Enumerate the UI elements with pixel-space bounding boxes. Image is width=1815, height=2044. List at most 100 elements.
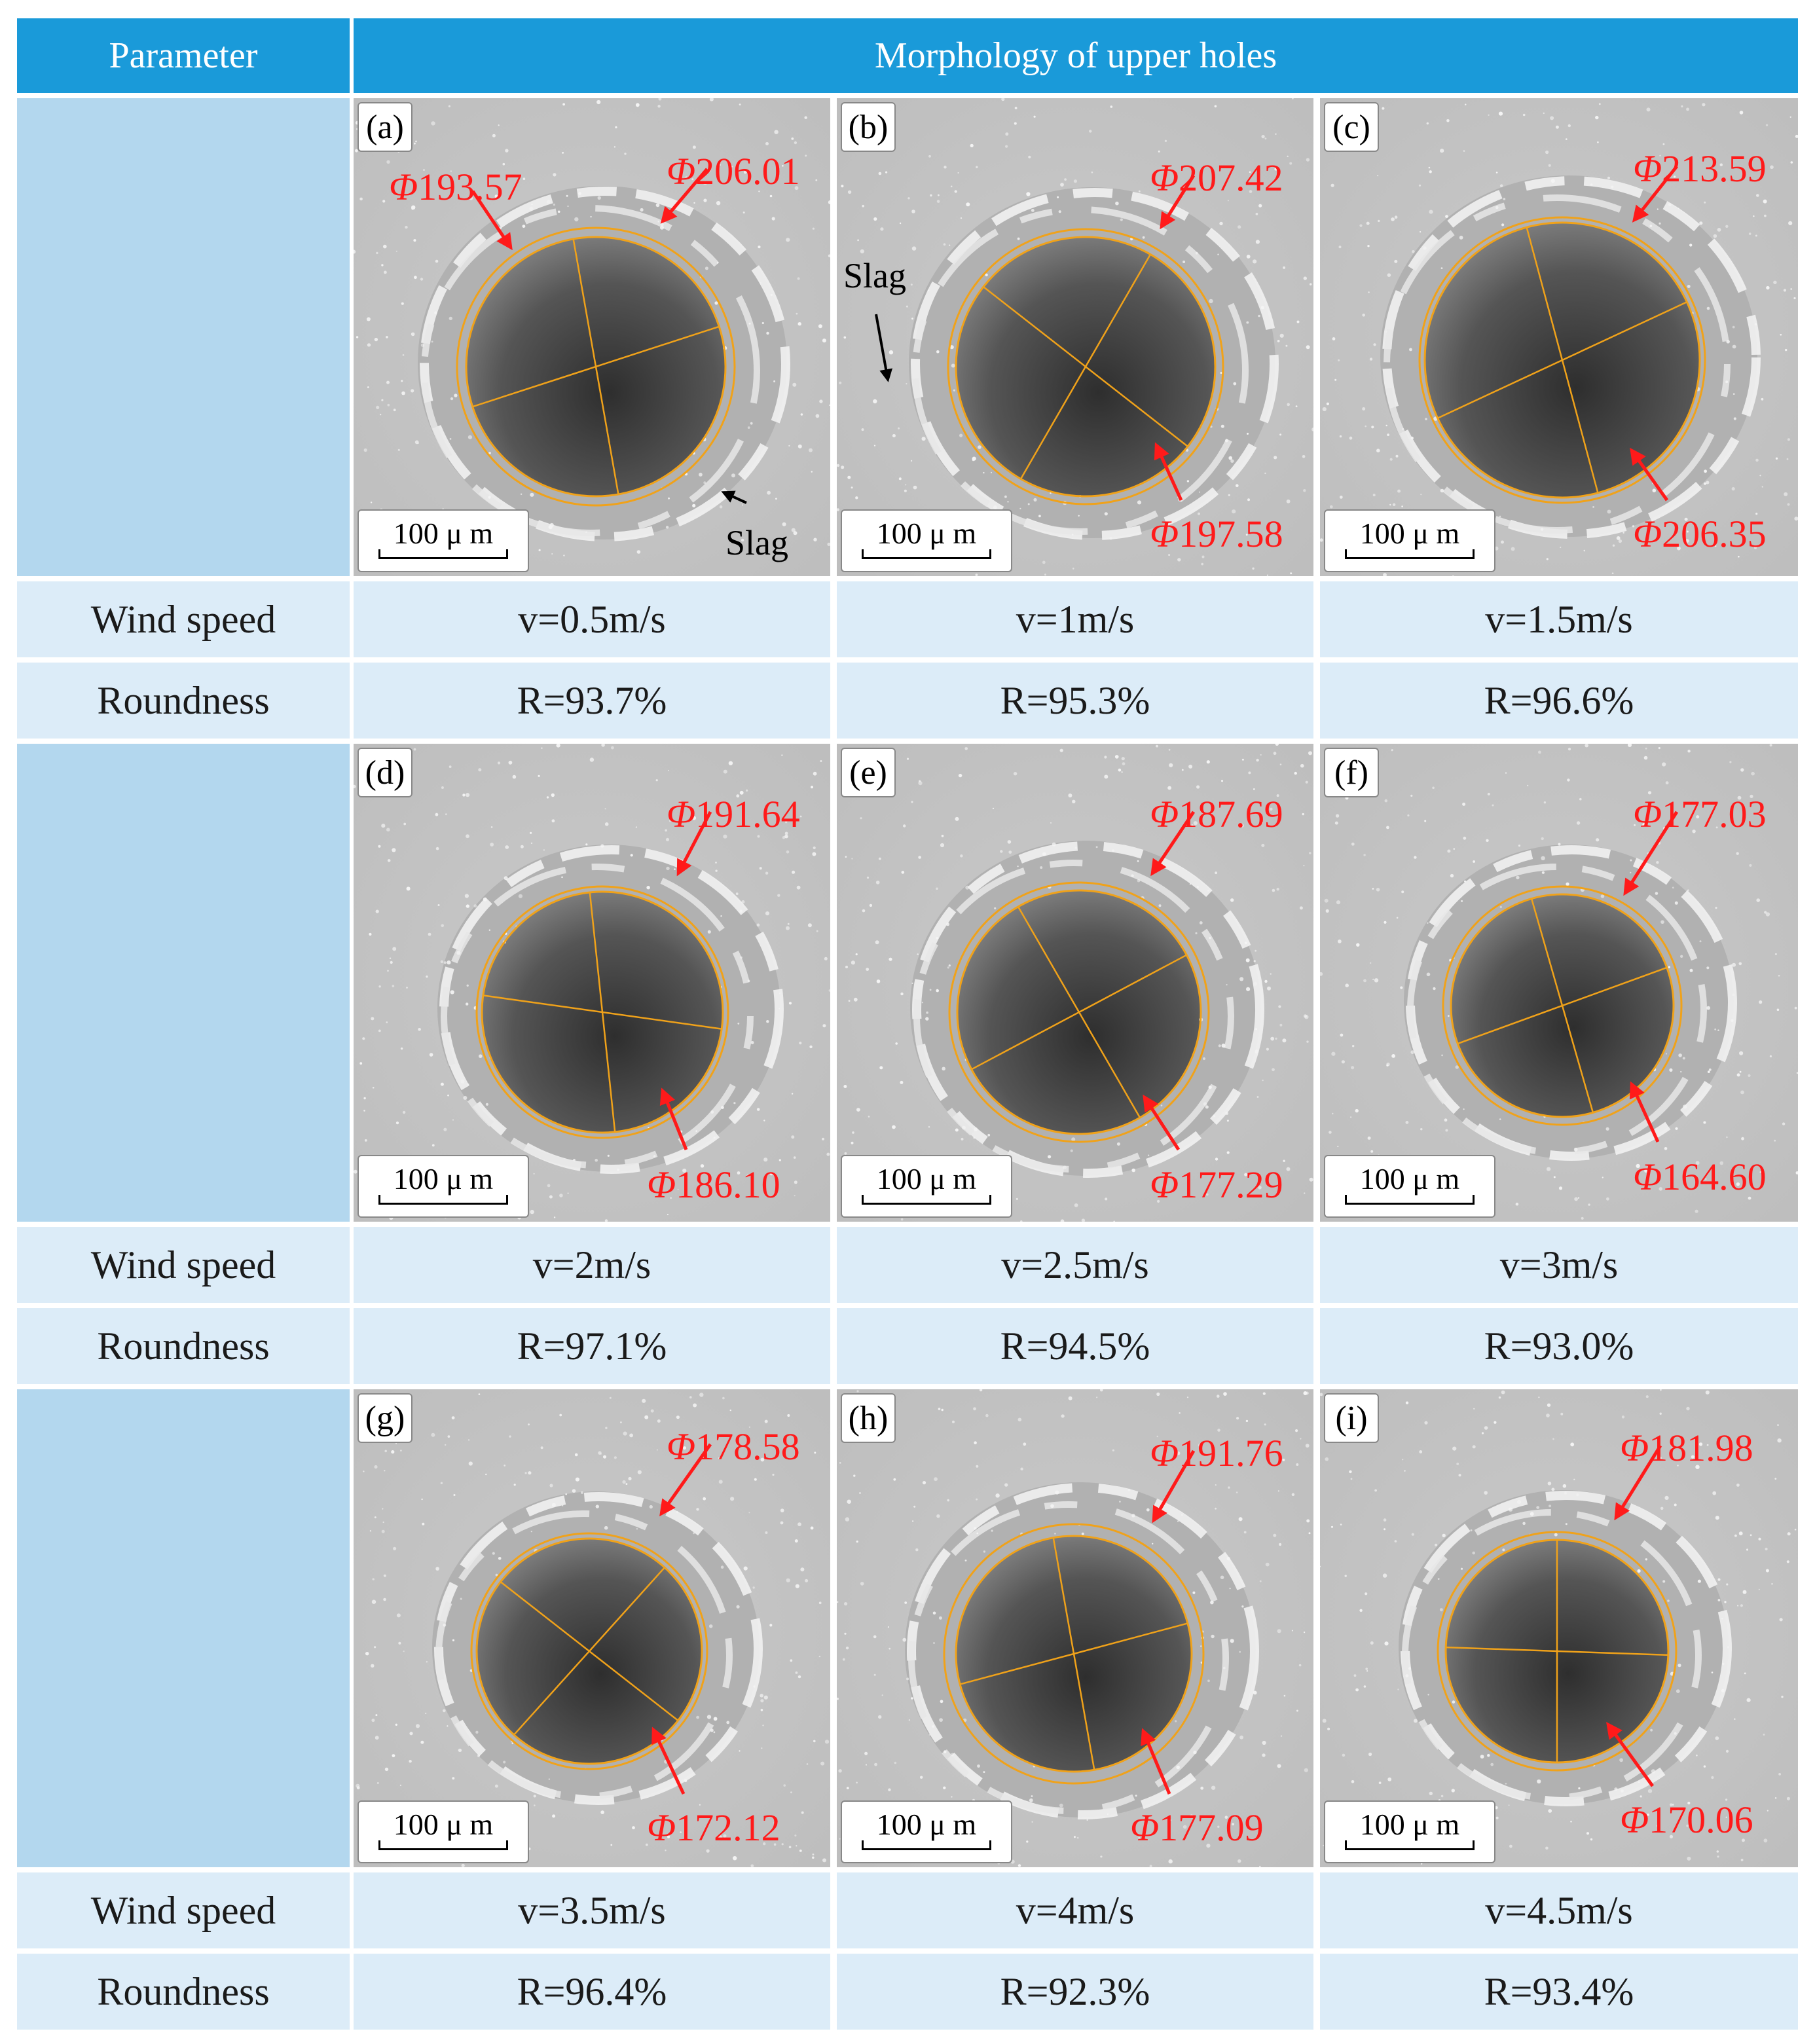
- roundness-f: R=93.0%: [1320, 1308, 1798, 1384]
- panel-label: (c): [1324, 102, 1379, 152]
- scale-bar-line: [862, 549, 991, 559]
- diameter-symbol: Φ: [1150, 793, 1179, 835]
- diameter-value: 191.64: [695, 793, 800, 835]
- wind-speed-value: v=1.5m/s: [1485, 597, 1633, 641]
- header-parameter: Parameter: [17, 18, 350, 93]
- wind-speed-value: v=3m/s: [1499, 1243, 1619, 1287]
- wind-speed-value: v=2.5m/s: [1001, 1243, 1149, 1287]
- diameter-symbol: Φ: [667, 793, 696, 835]
- scale-bar-line: [1345, 1195, 1475, 1205]
- outer-diameter-annotation: Φ206.01: [667, 149, 800, 193]
- diameter-value: 178.58: [695, 1425, 800, 1468]
- panel-label: (i): [1324, 1393, 1379, 1443]
- inner-diameter-annotation: Φ206.35: [1633, 512, 1767, 556]
- outer-diameter-annotation: Φ177.03: [1633, 792, 1767, 836]
- diameter-value: 172.12: [676, 1806, 780, 1849]
- diameter-symbol: Φ: [667, 150, 696, 192]
- diameter-symbol: Φ: [1620, 1798, 1649, 1841]
- panel-label: (d): [358, 748, 412, 797]
- diameter-value: 206.01: [695, 150, 800, 192]
- roundness-value: R=97.1%: [517, 1324, 667, 1368]
- diameter-value: 177.29: [1179, 1163, 1283, 1206]
- roundness-h: R=92.3%: [837, 1954, 1313, 2030]
- scale-bar: 100 μ m: [1324, 1800, 1495, 1863]
- diameter-symbol: Φ: [667, 1425, 696, 1468]
- roundness-value: R=93.4%: [1484, 1969, 1634, 2013]
- diameter-value: 197.58: [1179, 513, 1283, 555]
- roundness-value: R=93.7%: [517, 678, 667, 722]
- scale-bar-label: 100 μ m: [876, 517, 977, 550]
- wind-speed-f: v=3m/s: [1320, 1227, 1798, 1303]
- diameter-symbol: Φ: [1620, 1427, 1649, 1469]
- roundness-label-2: Roundness: [17, 1308, 350, 1384]
- wind-speed-value: v=1m/s: [1016, 597, 1135, 641]
- wind-speed-h: v=4m/s: [837, 1872, 1313, 1948]
- diameter-symbol: Φ: [647, 1806, 676, 1849]
- scale-bar-line: [1345, 549, 1475, 559]
- roundness-label-1: Roundness: [17, 663, 350, 739]
- scale-bar: 100 μ m: [1324, 509, 1495, 572]
- diameter-value: 177.09: [1159, 1806, 1264, 1849]
- roundness-value: R=94.5%: [1000, 1324, 1150, 1368]
- inner-diameter-annotation: Φ177.29: [1150, 1163, 1283, 1207]
- wind-speed-a: v=0.5m/s: [354, 581, 830, 657]
- header-morphology-label: Morphology of upper holes: [874, 35, 1277, 76]
- side-cell-row-1: [17, 98, 350, 576]
- wind-speed-g: v=3.5m/s: [354, 1872, 830, 1948]
- inner-diameter-annotation: Φ170.06: [1620, 1798, 1753, 1842]
- roundness-value: R=96.6%: [1484, 678, 1634, 722]
- outer-diameter-annotation: Φ213.59: [1633, 147, 1767, 191]
- diameter-symbol: Φ: [389, 166, 418, 208]
- scale-bar: 100 μ m: [1324, 1155, 1495, 1218]
- micrograph-panel: (g) 100 μ m Φ178.58 Φ172.12: [354, 1389, 830, 1867]
- scale-bar-label: 100 μ m: [876, 1162, 977, 1195]
- scale-bar: 100 μ m: [841, 1155, 1012, 1218]
- scale-bar: 100 μ m: [841, 1800, 1012, 1863]
- scale-bar-line: [862, 1195, 991, 1205]
- diameter-value: 193.57: [418, 166, 522, 208]
- wind-speed-value: v=2m/s: [532, 1243, 651, 1287]
- inner-diameter-annotation: Φ164.60: [1633, 1155, 1767, 1199]
- scale-bar-label: 100 μ m: [393, 1808, 494, 1841]
- wind-speed-label-text: Wind speed: [90, 597, 276, 641]
- diameter-symbol: Φ: [1150, 156, 1179, 199]
- scale-bar-label: 100 μ m: [876, 1808, 977, 1841]
- side-cell-row-2: [17, 744, 350, 1222]
- diameter-symbol: Φ: [1150, 1432, 1179, 1474]
- micrograph-panel: (h) 100 μ m Φ191.76 Φ177.09: [837, 1389, 1313, 1867]
- wind-speed-value: v=4m/s: [1016, 1888, 1135, 1932]
- inner-diameter-annotation: Φ186.10: [647, 1163, 780, 1207]
- scale-bar: 100 μ m: [841, 509, 1012, 572]
- slag-annotation: Slag: [843, 256, 907, 295]
- inner-diameter-annotation: Φ177.09: [1130, 1806, 1264, 1850]
- header-morphology: Morphology of upper holes: [354, 18, 1798, 93]
- roundness-a: R=93.7%: [354, 663, 830, 739]
- roundness-label-3: Roundness: [17, 1954, 350, 2030]
- wind-speed-label-2: Wind speed: [17, 1227, 350, 1303]
- wind-speed-label-3: Wind speed: [17, 1872, 350, 1948]
- wind-speed-value: v=0.5m/s: [518, 597, 666, 641]
- diameter-symbol: Φ: [1633, 147, 1662, 190]
- diameter-value: 206.35: [1662, 513, 1767, 555]
- scale-bar-line: [378, 1840, 508, 1850]
- roundness-value: R=93.0%: [1484, 1324, 1634, 1368]
- diameter-symbol: Φ: [1633, 793, 1662, 835]
- scale-bar-label: 100 μ m: [393, 517, 494, 550]
- diameter-symbol: Φ: [647, 1163, 676, 1206]
- diameter-value: 181.98: [1649, 1427, 1753, 1469]
- roundness-d: R=97.1%: [354, 1308, 830, 1384]
- outer-diameter-annotation: Φ191.76: [1150, 1431, 1283, 1475]
- roundness-label-text: Roundness: [97, 678, 270, 722]
- wind-speed-e: v=2.5m/s: [837, 1227, 1313, 1303]
- scale-bar-line: [1345, 1840, 1475, 1850]
- scale-bar-label: 100 μ m: [1359, 1162, 1460, 1195]
- roundness-i: R=93.4%: [1320, 1954, 1798, 2030]
- roundness-value: R=95.3%: [1000, 678, 1150, 722]
- diameter-symbol: Φ: [1130, 1806, 1160, 1849]
- scale-bar-label: 100 μ m: [1359, 1808, 1460, 1841]
- wind-speed-i: v=4.5m/s: [1320, 1872, 1798, 1948]
- diameter-value: 191.76: [1179, 1432, 1283, 1474]
- wind-speed-value: v=4.5m/s: [1485, 1888, 1633, 1932]
- micrograph-panel: (c) 100 μ m Φ213.59 Φ206.35: [1320, 98, 1798, 576]
- diameter-value: 186.10: [676, 1163, 780, 1206]
